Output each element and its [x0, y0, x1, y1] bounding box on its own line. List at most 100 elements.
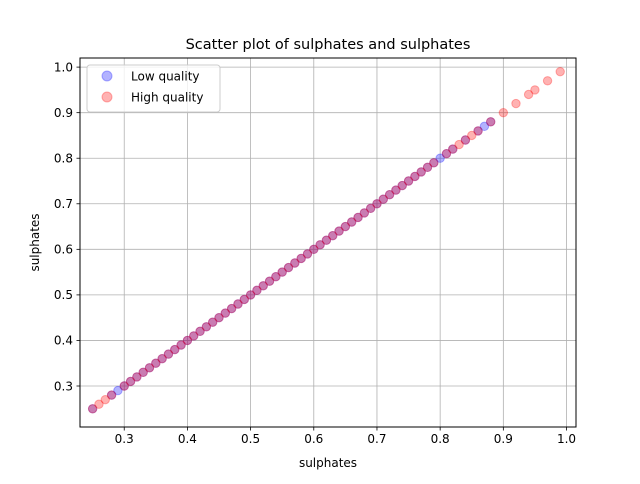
data-point-low-quality	[372, 199, 382, 209]
data-point-low-quality	[144, 363, 155, 373]
data-point-high-quality	[403, 176, 414, 186]
data-point-high-quality	[511, 98, 521, 109]
data-point-low-quality	[170, 344, 180, 355]
data-point-low-quality	[296, 253, 306, 264]
y-axis-label: sulphates	[28, 213, 42, 271]
data-point-high-quality	[189, 331, 199, 341]
data-point-high-quality	[125, 376, 136, 387]
data-point-high-quality	[302, 249, 313, 259]
data-point-high-quality	[340, 221, 351, 232]
data-point-low-quality	[125, 376, 136, 387]
data-point-low-quality	[346, 217, 357, 227]
data-point-high-quality	[258, 281, 268, 291]
data-point-high-quality	[138, 367, 148, 378]
data-point-low-quality	[195, 326, 205, 337]
y-tick-label: 1.0	[54, 60, 73, 74]
data-point-low-quality	[429, 158, 439, 168]
legend-box	[86, 64, 221, 113]
data-point-low-quality	[473, 126, 483, 136]
data-point-low-quality	[416, 167, 426, 177]
x-tick-label: 0.4	[178, 432, 197, 446]
data-point-high-quality	[239, 294, 249, 305]
data-point-low-quality	[106, 390, 117, 400]
data-point-high-quality	[245, 290, 256, 300]
data-point-low-quality	[226, 303, 237, 314]
data-point-low-quality	[391, 185, 401, 195]
legend-marker-high	[101, 91, 113, 103]
data-point-high-quality	[422, 162, 433, 173]
y-tick-label: 0.5	[54, 288, 73, 302]
data-point-high-quality	[132, 372, 142, 382]
data-point-high-quality	[384, 189, 395, 200]
legend-label-high: High quality	[131, 91, 203, 105]
data-point-high-quality	[346, 217, 357, 227]
data-point-high-quality	[119, 381, 129, 391]
data-point-low-quality	[233, 299, 243, 309]
data-point-high-quality	[542, 76, 553, 86]
y-tick-label: 0.4	[54, 334, 73, 348]
data-point-low-quality	[290, 258, 300, 268]
data-point-high-quality	[176, 340, 186, 350]
data-point-low-quality	[189, 331, 199, 341]
data-point-high-quality	[441, 148, 452, 159]
y-tick-label: 0.6	[54, 243, 73, 257]
data-point-low-quality	[321, 235, 332, 245]
x-tick-label: 0.5	[241, 432, 260, 446]
data-point-low-quality	[138, 367, 148, 378]
data-point-high-quality	[226, 303, 237, 314]
data-point-high-quality	[359, 208, 370, 218]
data-point-high-quality	[182, 335, 193, 346]
data-point-high-quality	[233, 299, 243, 309]
data-point-low-quality	[353, 212, 363, 223]
data-point-high-quality	[486, 117, 496, 127]
data-point-low-quality	[119, 381, 129, 391]
data-point-low-quality	[176, 340, 186, 350]
data-point-low-quality	[435, 153, 445, 163]
data-point-low-quality	[271, 271, 281, 282]
data-point-high-quality	[195, 326, 205, 337]
data-point-low-quality	[397, 180, 407, 191]
x-tick-label: 0.7	[367, 432, 386, 446]
data-point-high-quality	[271, 271, 281, 282]
data-point-high-quality	[283, 262, 294, 273]
data-point-high-quality	[416, 167, 426, 177]
data-point-high-quality	[555, 66, 565, 77]
data-point-high-quality	[144, 363, 155, 373]
data-point-low-quality	[132, 372, 142, 382]
plot-frame	[79, 57, 577, 428]
y-tick-label: 0.3	[54, 379, 73, 393]
y-tick-label: 0.8	[54, 152, 73, 166]
data-point-low-quality	[334, 226, 344, 236]
data-point-low-quality	[157, 353, 167, 364]
data-point-high-quality	[328, 230, 338, 241]
data-point-low-quality	[410, 171, 420, 182]
data-point-low-quality	[207, 317, 218, 327]
data-point-low-quality	[422, 162, 433, 173]
data-point-low-quality	[201, 322, 212, 332]
data-point-high-quality	[410, 171, 420, 182]
data-point-high-quality	[151, 358, 161, 368]
data-point-high-quality	[106, 390, 117, 400]
data-point-low-quality	[87, 404, 98, 414]
data-point-high-quality	[391, 185, 401, 195]
data-point-high-quality	[296, 253, 306, 264]
data-point-high-quality	[277, 267, 287, 277]
data-point-low-quality	[283, 262, 294, 273]
data-point-high-quality	[309, 244, 319, 255]
data-point-low-quality	[479, 121, 490, 132]
legend-marker-low	[101, 70, 113, 82]
data-point-high-quality	[201, 322, 212, 332]
data-point-high-quality	[264, 276, 275, 286]
x-axis-label: sulphates	[299, 456, 357, 470]
data-point-low-quality	[328, 230, 338, 241]
data-point-low-quality	[403, 176, 414, 186]
data-point-high-quality	[365, 203, 376, 214]
legend-label-low: Low quality	[131, 70, 200, 84]
data-points	[87, 66, 565, 414]
data-point-low-quality	[302, 249, 313, 259]
data-point-high-quality	[473, 126, 483, 136]
data-point-high-quality	[214, 312, 224, 323]
x-tick-label: 0.8	[431, 432, 450, 446]
